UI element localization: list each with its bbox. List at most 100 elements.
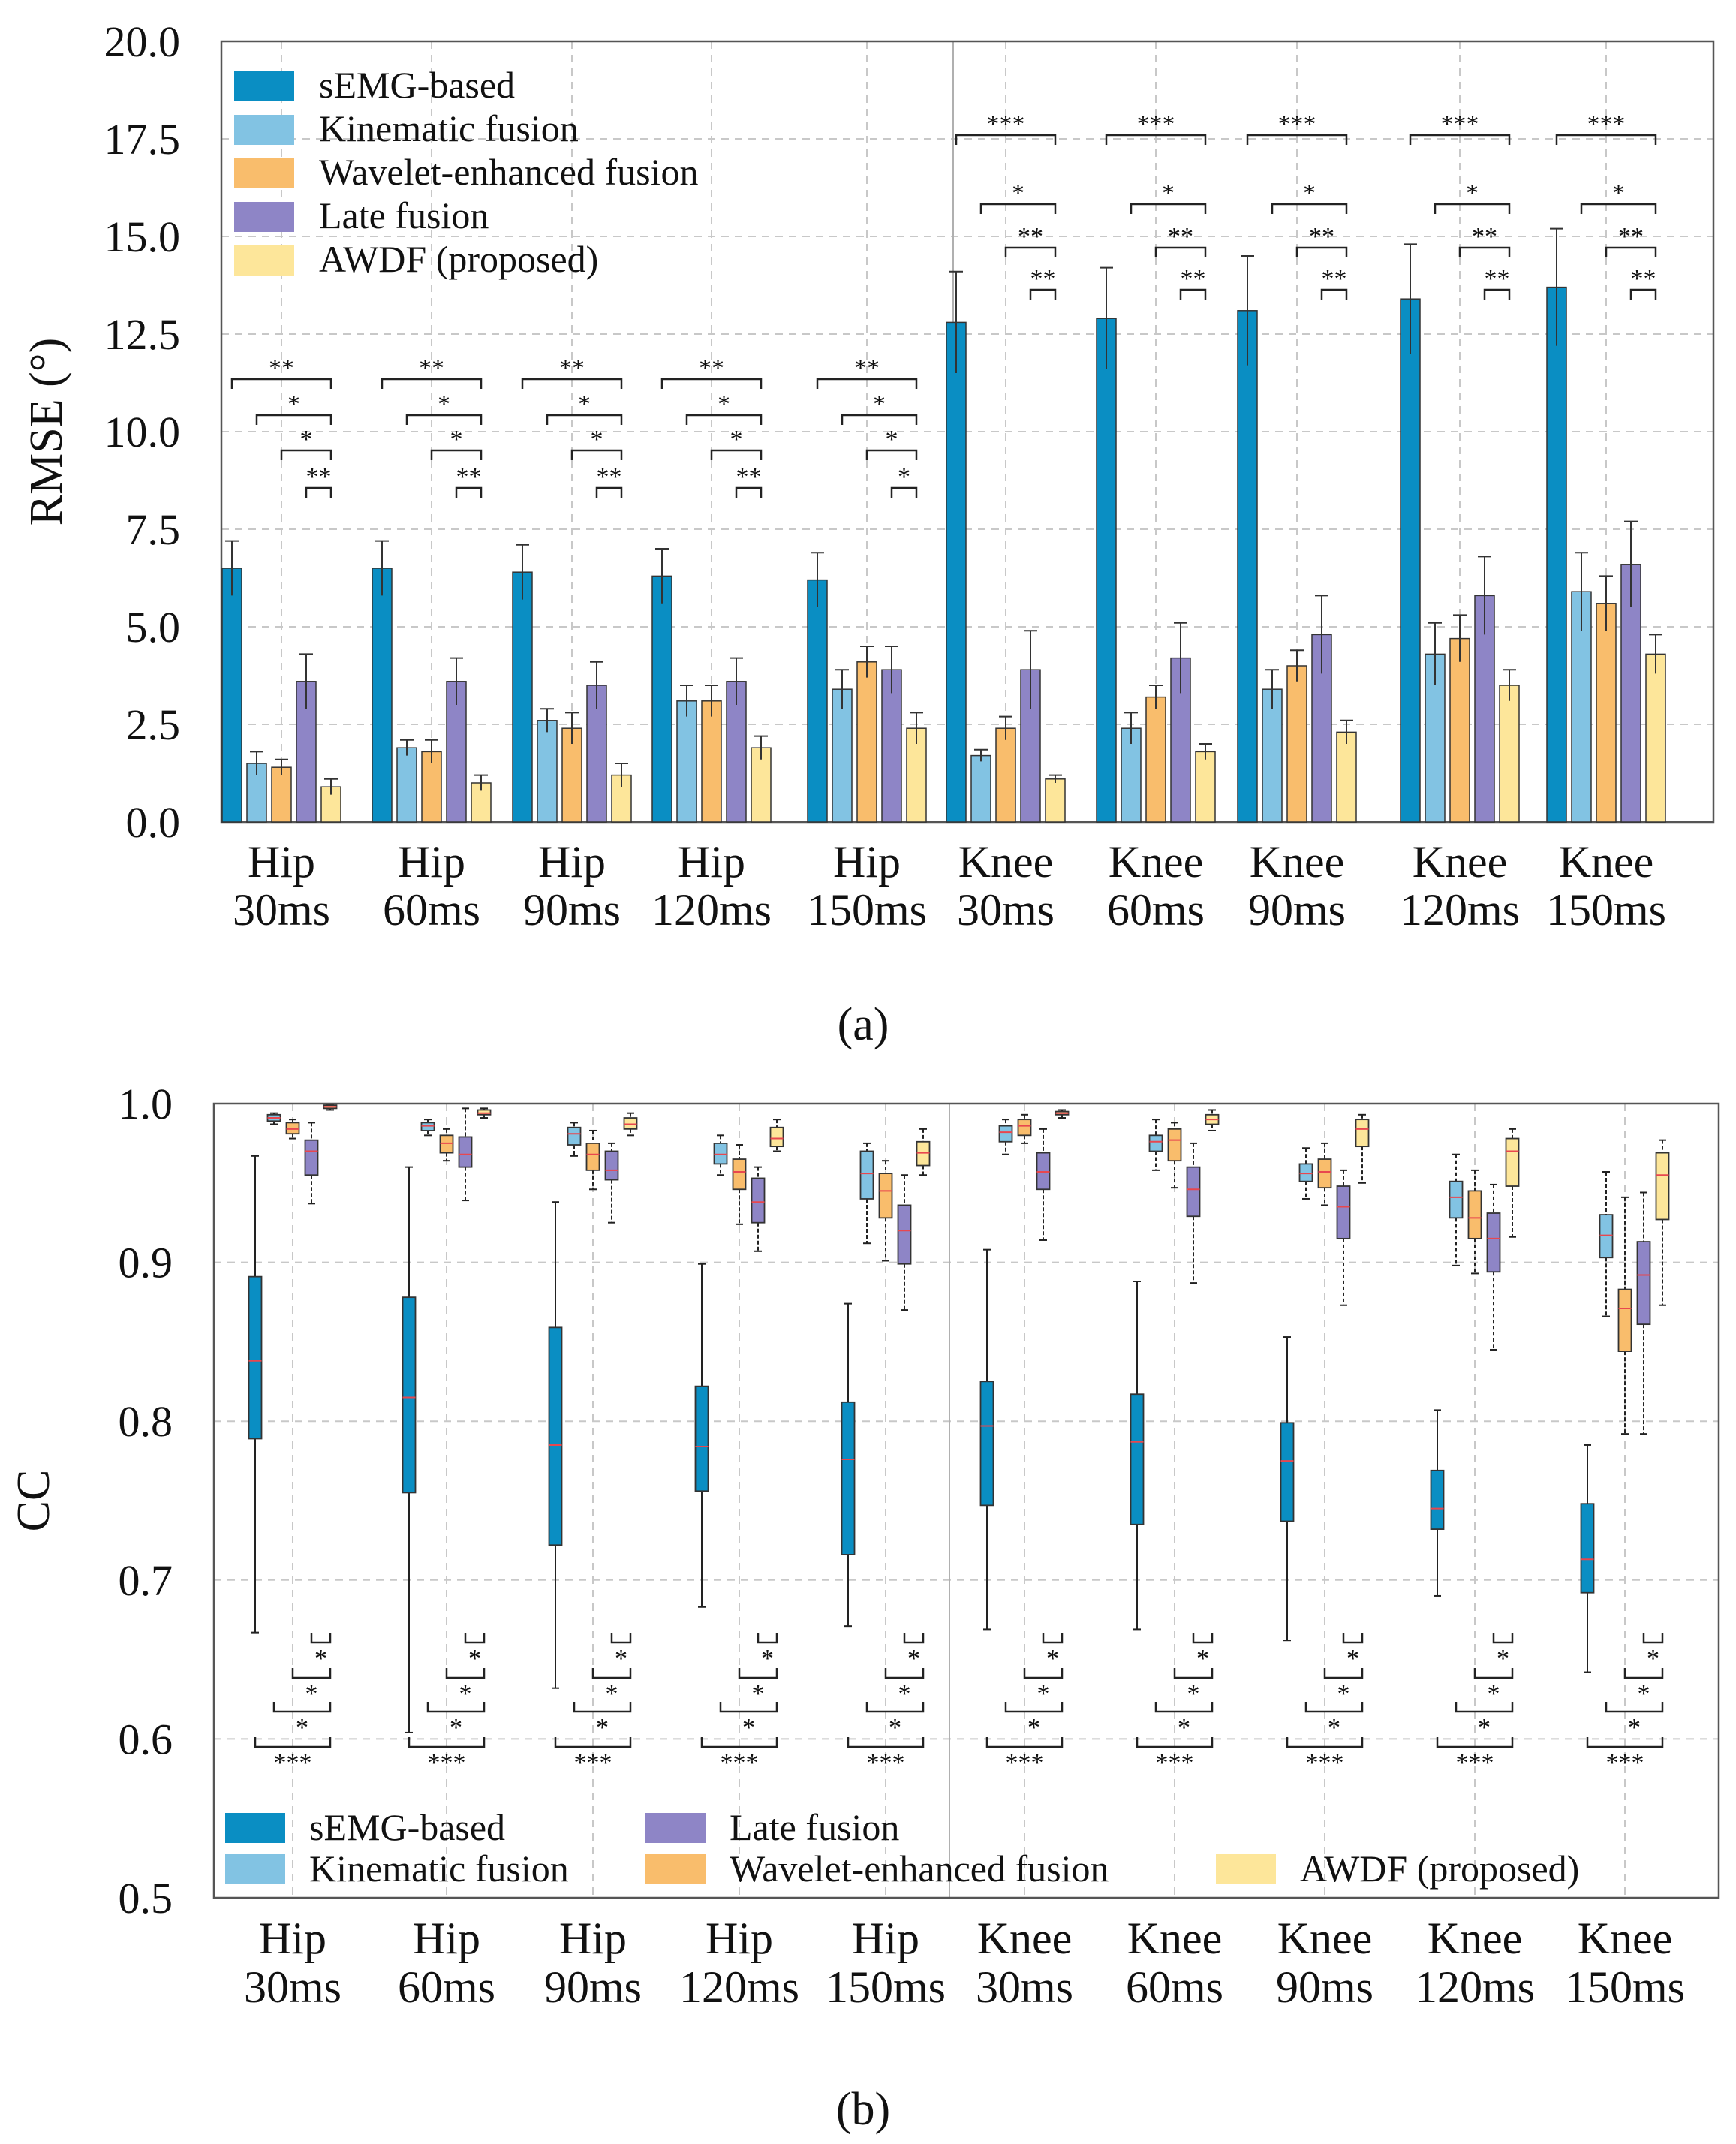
box [1298, 1163, 1313, 1182]
bar [537, 720, 558, 823]
error-bar [615, 763, 628, 787]
sig-b-bracket [1455, 1702, 1514, 1713]
sig-b-bracket [1623, 1668, 1664, 1679]
bar [832, 688, 853, 823]
sig-a-bracket [1029, 288, 1057, 300]
sig-b-label: * [1178, 1714, 1190, 1742]
x-category-horizon: 90ms [544, 1962, 642, 2012]
sig-a-bracket [1434, 203, 1511, 214]
box [1355, 1119, 1370, 1148]
sig-b-label: * [889, 1714, 901, 1742]
error-bar [1149, 685, 1163, 709]
sig-b-bracket [445, 1668, 486, 1679]
bar [372, 568, 393, 823]
error-bar [375, 540, 389, 596]
sig-b-bracket [884, 1668, 925, 1679]
bar [995, 727, 1016, 823]
legend-label: sEMG-based [309, 1806, 505, 1848]
sig-a-label: * [438, 390, 450, 418]
sig-a-bracket [595, 486, 623, 498]
bar [512, 571, 533, 823]
x-category-horizon: 30ms [957, 885, 1055, 935]
box [477, 1109, 492, 1116]
x-category-joint: Hip [833, 837, 901, 887]
sig-b-bracket [573, 1702, 632, 1713]
x-category-joint: Hip [852, 1914, 919, 1963]
panel-a-label: (a) [838, 999, 889, 1050]
bar [881, 669, 902, 823]
sig-a-label: ** [269, 354, 294, 382]
box [548, 1326, 563, 1546]
sig-a-label: ** [1485, 265, 1510, 293]
bar [701, 700, 722, 823]
bar [1195, 751, 1216, 823]
sig-a-label: ** [736, 463, 762, 491]
error-bar [949, 270, 963, 373]
sig-b-bracket [1154, 1702, 1214, 1713]
sig-b-label: * [468, 1645, 481, 1673]
box [1486, 1212, 1501, 1273]
error-bar [1550, 227, 1563, 346]
box [585, 1143, 600, 1171]
sig-a-bracket [1130, 203, 1207, 214]
y-tick-label: 12.5 [104, 310, 181, 359]
sig-b-label: * [1628, 1714, 1641, 1742]
sig-b-bracket [1586, 1737, 1664, 1748]
sig-b-bracket [1323, 1668, 1364, 1679]
error-bar [974, 748, 988, 762]
sig-a-bracket [1320, 288, 1348, 300]
x-category-joint: Hip [259, 1914, 326, 1963]
sig-a-bracket [1605, 246, 1657, 257]
box [897, 1204, 912, 1265]
error-bar [1404, 243, 1417, 354]
error-bar [1599, 575, 1613, 631]
box [604, 1150, 619, 1181]
sig-a-label: ** [1018, 223, 1043, 251]
sig-a-bracket [280, 449, 332, 460]
sig-a-bracket [1271, 203, 1348, 214]
bar [906, 727, 927, 823]
sig-b-bracket [1173, 1668, 1214, 1679]
bar [396, 747, 417, 823]
sig-b-label: *** [867, 1749, 905, 1777]
plot-frame [220, 40, 1715, 824]
x-category-joint: Knee [977, 1914, 1073, 1963]
box [859, 1150, 874, 1200]
bar [1596, 603, 1617, 823]
y-tick-label: 17.5 [104, 115, 181, 164]
x-category-joint: Knee [958, 837, 1054, 887]
sig-b-bracket [1042, 1633, 1064, 1644]
box [1167, 1128, 1182, 1162]
sig-b-label: * [1046, 1645, 1059, 1673]
error-bar [324, 778, 338, 795]
error-bar [1265, 669, 1279, 709]
sig-a-label: ** [1030, 265, 1056, 293]
bar [1546, 286, 1567, 823]
y-tick-label: 20.0 [104, 17, 181, 66]
sig-a-label: ** [559, 354, 585, 382]
sig-b-label: * [1346, 1645, 1359, 1673]
sig-a-label: ** [1631, 265, 1656, 293]
sig-b-label: * [1037, 1680, 1050, 1708]
sig-b-label: * [305, 1680, 318, 1708]
bar [221, 568, 242, 823]
x-category-horizon: 60ms [398, 1962, 495, 2012]
bar [970, 754, 991, 823]
sig-b-bracket [903, 1633, 925, 1644]
sig-b-bracket [291, 1668, 332, 1679]
bar [676, 700, 697, 823]
sig-a-bracket [255, 414, 332, 425]
sig-b-label: *** [428, 1749, 466, 1777]
legend-b: sEMG-based Late fusion Kinematic fusion Wav… [225, 1806, 1579, 1890]
sig-a-label: ** [1181, 265, 1206, 293]
sig-b-bracket [464, 1633, 486, 1644]
sig-b-bracket [1436, 1737, 1514, 1748]
legend-label: Late fusion [319, 194, 489, 236]
sig-a-bracket [816, 378, 918, 389]
error-bar [1453, 614, 1467, 662]
sig-a-bracket [546, 414, 623, 425]
sig-a-bracket [230, 378, 332, 389]
sig-a-bracket [735, 486, 763, 498]
y-tick-label: 15.0 [104, 212, 181, 261]
sig-a-bracket [1483, 288, 1511, 300]
